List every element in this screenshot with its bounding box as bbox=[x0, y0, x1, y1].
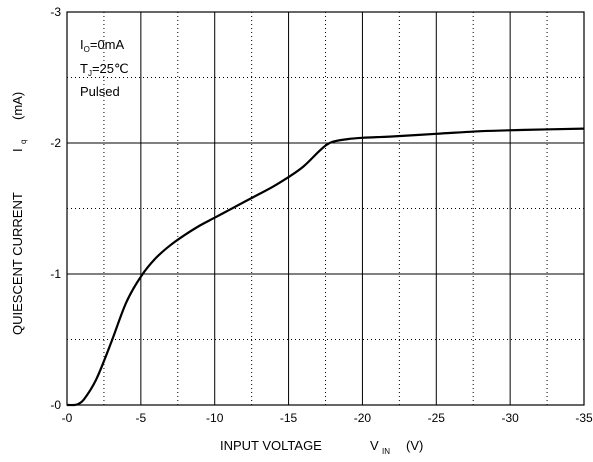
y-tick-label: -0 bbox=[50, 398, 61, 412]
x-tick-label: -0 bbox=[62, 411, 73, 425]
x-tick-label: -5 bbox=[136, 411, 147, 425]
x-tick-label: -30 bbox=[501, 411, 519, 425]
y-axis-symbol: I bbox=[10, 148, 25, 152]
annotation-pulsed: Pulsed bbox=[80, 84, 120, 99]
y-axis-label-group: QUIESCENT CURRENT I q (mA) bbox=[10, 92, 28, 335]
annotation-tj: TJ=25℃ bbox=[80, 61, 129, 78]
plot-frame bbox=[66, 11, 585, 406]
x-tick-label: -35 bbox=[575, 411, 593, 425]
annotation-box: IO=0mA TJ=25℃ Pulsed bbox=[80, 37, 129, 99]
x-axis-unit: (V) bbox=[406, 438, 423, 453]
x-tick-label: -20 bbox=[354, 411, 372, 425]
x-tick-label: -15 bbox=[280, 411, 298, 425]
x-axis-subscript: IN bbox=[382, 447, 390, 456]
x-axis-symbol: V bbox=[370, 438, 379, 453]
major-grid bbox=[67, 12, 584, 405]
x-tick-label: -25 bbox=[428, 411, 446, 425]
x-tick-label: -10 bbox=[206, 411, 224, 425]
y-tick-labels: -0 -1 -2 -3 bbox=[50, 5, 61, 412]
minor-grid bbox=[67, 12, 584, 405]
y-axis-label: QUIESCENT CURRENT bbox=[10, 192, 25, 335]
y-tick-label: -3 bbox=[50, 5, 61, 19]
x-tick-labels: -0 -5 -10 -15 -20 -25 -30 -35 bbox=[62, 411, 593, 425]
y-tick-label: -2 bbox=[50, 136, 61, 150]
y-axis-subscript: q bbox=[19, 140, 28, 144]
annotation-io: IO=0mA bbox=[80, 37, 125, 54]
y-axis-unit: (mA) bbox=[10, 92, 25, 120]
y-tick-label: -1 bbox=[50, 267, 61, 281]
series-line bbox=[66, 127, 585, 407]
x-axis-label: INPUT VOLTAGE bbox=[220, 438, 322, 453]
